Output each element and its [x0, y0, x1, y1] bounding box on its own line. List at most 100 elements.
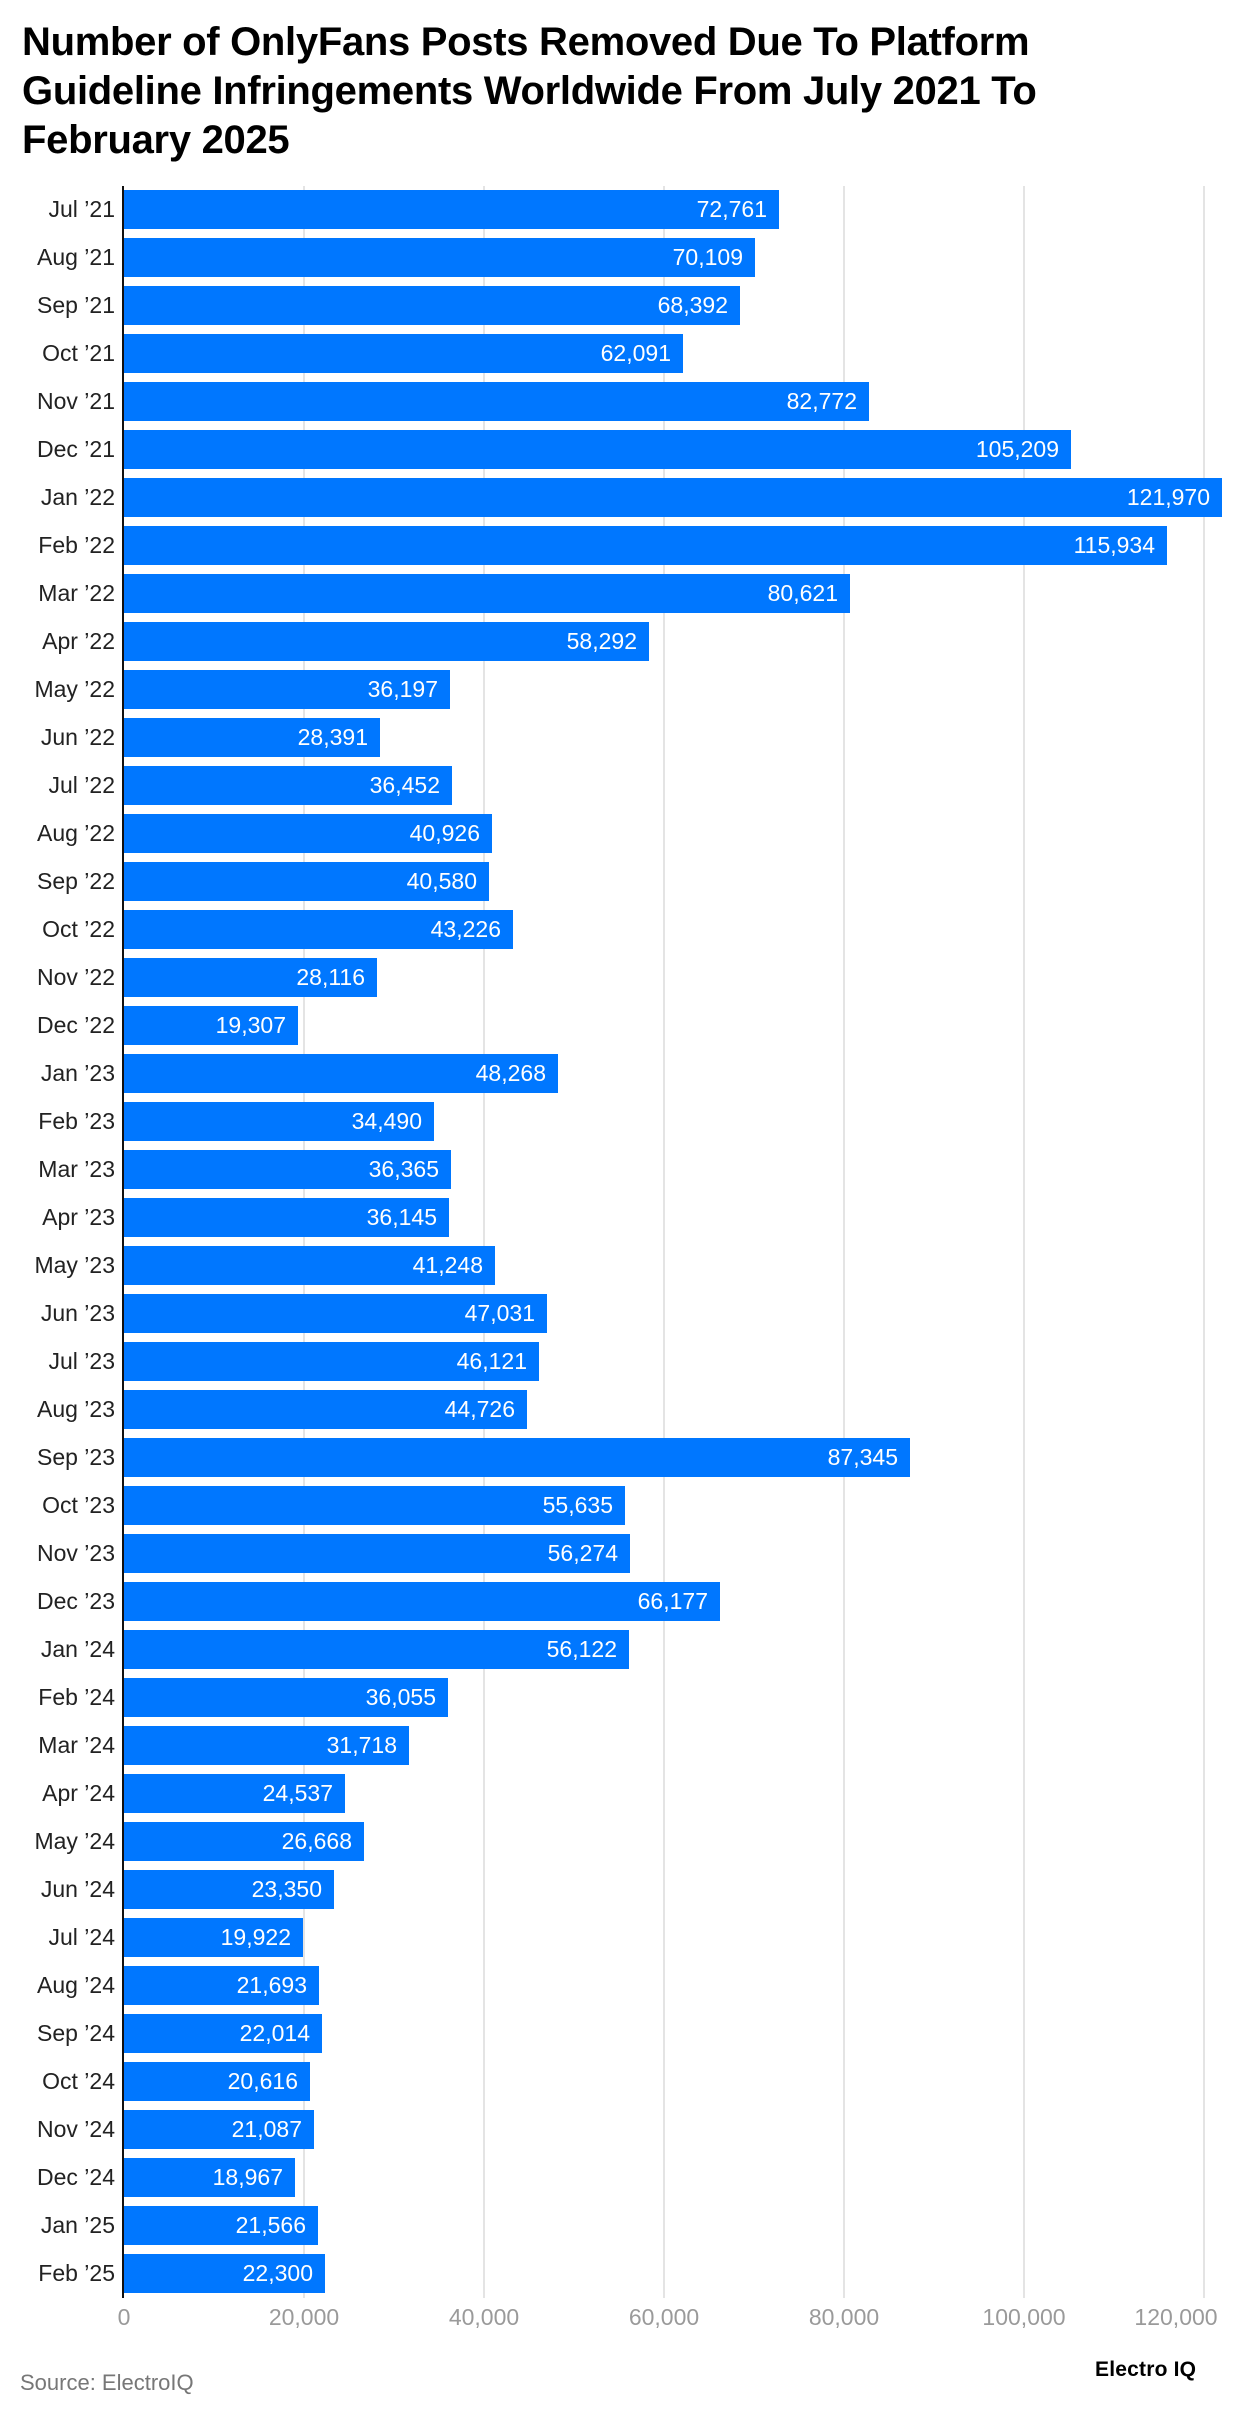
bar-row: Jun ’23 47,031: [0, 1294, 1240, 1333]
category-label: Mar ’22: [38, 580, 115, 606]
value-label: 55,635: [542, 1492, 613, 1518]
bar[interactable]: 23,350: [124, 1870, 334, 1909]
bar[interactable]: 34,490: [124, 1102, 434, 1141]
category-label: Jul ’22: [48, 772, 115, 798]
bar[interactable]: 22,014: [124, 2014, 322, 2053]
bar[interactable]: 20,616: [124, 2062, 310, 2101]
value-label: 56,274: [547, 1540, 618, 1566]
bar[interactable]: 21,087: [124, 2110, 314, 2149]
bar-row: Oct ’22 43,226: [0, 910, 1240, 949]
bar[interactable]: 87,345: [124, 1438, 910, 1477]
bar[interactable]: 82,772: [124, 382, 869, 421]
bar[interactable]: 105,209: [124, 430, 1071, 469]
value-label: 46,121: [456, 1348, 527, 1374]
value-label: 48,268: [475, 1060, 546, 1086]
category-label: Feb ’25: [38, 2260, 115, 2286]
category-label: Dec ’21: [37, 436, 115, 462]
value-label: 115,934: [1073, 532, 1155, 558]
bar-row: Nov ’22 28,116: [0, 958, 1240, 997]
bar[interactable]: 31,718: [124, 1726, 409, 1765]
bar[interactable]: 121,970: [124, 478, 1222, 517]
bar-row: Jan ’25 21,566: [0, 2206, 1240, 2245]
bar-row: Mar ’24 31,718: [0, 1726, 1240, 1765]
value-label: 56,122: [546, 1636, 617, 1662]
category-label: May ’24: [34, 1828, 115, 1854]
bar[interactable]: 43,226: [124, 910, 513, 949]
bar[interactable]: 36,452: [124, 766, 452, 805]
category-label: Nov ’23: [37, 1540, 115, 1566]
gridline: [1203, 186, 1205, 2298]
bar-row: Mar ’22 80,621: [0, 574, 1240, 613]
category-label: Jul ’21: [48, 196, 115, 222]
bar[interactable]: 19,307: [124, 1006, 298, 1045]
bar-row: Sep ’22 40,580: [0, 862, 1240, 901]
x-tick-label: 60,000: [628, 2304, 700, 2330]
bar[interactable]: 72,761: [124, 190, 779, 229]
bar[interactable]: 28,391: [124, 718, 380, 757]
bar[interactable]: 66,177: [124, 1582, 720, 1621]
bar[interactable]: 48,268: [124, 1054, 558, 1093]
bar[interactable]: 36,365: [124, 1150, 451, 1189]
bar[interactable]: 44,726: [124, 1390, 527, 1429]
category-label: Jun ’23: [40, 1300, 115, 1326]
bar-row: Aug ’24 21,693: [0, 1966, 1240, 2005]
bar-row: Jun ’24 23,350: [0, 1870, 1240, 1909]
bar-row: Nov ’24 21,087: [0, 2110, 1240, 2149]
gridline: [1023, 186, 1025, 2298]
bar[interactable]: 40,926: [124, 814, 492, 853]
bar[interactable]: 56,274: [124, 1534, 630, 1573]
value-label: 31,718: [326, 1732, 397, 1758]
bar-row: Dec ’22 19,307: [0, 1006, 1240, 1045]
bar[interactable]: 58,292: [124, 622, 649, 661]
bar[interactable]: 56,122: [124, 1630, 629, 1669]
bar[interactable]: 62,091: [124, 334, 683, 373]
bar[interactable]: 19,922: [124, 1918, 303, 1957]
bar[interactable]: 24,537: [124, 1774, 345, 1813]
value-label: 21,693: [236, 1972, 307, 1998]
bar-row: Apr ’23 36,145: [0, 1198, 1240, 1237]
chart-title: Number of OnlyFans Posts Removed Due To …: [22, 20, 1037, 162]
value-label: 62,091: [600, 340, 671, 366]
value-label: 21,566: [235, 2212, 306, 2238]
bar[interactable]: 40,580: [124, 862, 489, 901]
value-label: 41,248: [412, 1252, 483, 1278]
bar-row: Jan ’23 48,268: [0, 1054, 1240, 1093]
bar[interactable]: 47,031: [124, 1294, 547, 1333]
value-label: 80,621: [767, 580, 838, 606]
bar[interactable]: 41,248: [124, 1246, 495, 1285]
value-label: 28,391: [297, 724, 368, 750]
bar[interactable]: 22,300: [124, 2254, 325, 2293]
bar-row: Feb ’24 36,055: [0, 1678, 1240, 1717]
bar[interactable]: 21,693: [124, 1966, 319, 2005]
bar[interactable]: 36,197: [124, 670, 450, 709]
bar[interactable]: 21,566: [124, 2206, 318, 2245]
x-tick-label: 80,000: [808, 2304, 880, 2330]
value-label: 26,668: [281, 1828, 352, 1854]
bar[interactable]: 68,392: [124, 286, 740, 325]
category-label: Feb ’23: [38, 1108, 115, 1134]
bar-row: Nov ’21 82,772: [0, 382, 1240, 421]
bar[interactable]: 28,116: [124, 958, 377, 997]
bar[interactable]: 55,635: [124, 1486, 625, 1525]
bar-row: Aug ’21 70,109: [0, 238, 1240, 277]
bar-row: May ’22 36,197: [0, 670, 1240, 709]
bar[interactable]: 36,055: [124, 1678, 448, 1717]
bar[interactable]: 36,145: [124, 1198, 449, 1237]
value-label: 36,452: [369, 772, 440, 798]
category-label: Nov ’22: [37, 964, 115, 990]
category-label: Jan ’22: [40, 484, 115, 510]
bar[interactable]: 70,109: [124, 238, 755, 277]
value-label: 70,109: [672, 244, 743, 270]
bar[interactable]: 80,621: [124, 574, 850, 613]
bar[interactable]: 26,668: [124, 1822, 364, 1861]
bar-row: Jul ’21 72,761: [0, 190, 1240, 229]
value-label: 58,292: [566, 628, 637, 654]
bar[interactable]: 18,967: [124, 2158, 295, 2197]
category-label: Aug ’22: [36, 820, 115, 846]
bar[interactable]: 46,121: [124, 1342, 539, 1381]
bar[interactable]: 115,934: [124, 526, 1167, 565]
category-label: Oct ’23: [42, 1492, 115, 1518]
category-label: Jan ’24: [40, 1636, 115, 1662]
bar-row: Jun ’22 28,391: [0, 718, 1240, 757]
bar-row: Jul ’22 36,452: [0, 766, 1240, 805]
